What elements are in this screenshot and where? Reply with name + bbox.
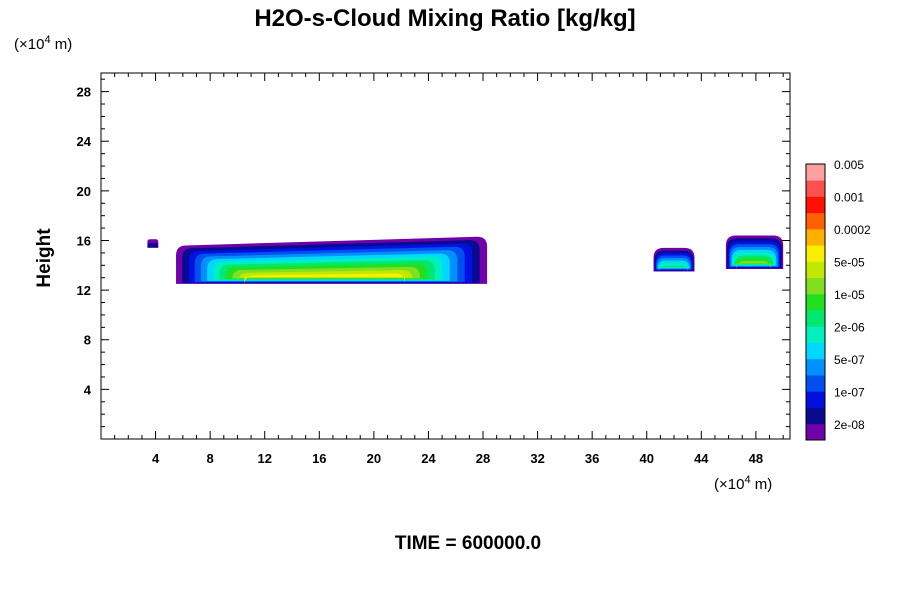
- colorbar-label: 0.001: [834, 190, 864, 204]
- colorbar-swatch: [806, 164, 825, 181]
- colorbar-frame: [805, 163, 826, 441]
- colorbar-swatch: [806, 277, 825, 295]
- y-tick-label: 16: [77, 233, 91, 248]
- colorbar-swatch: [806, 212, 825, 230]
- cloud-region-main-cloud-layer: [176, 236, 488, 286]
- colorbar-label: 0.005: [834, 158, 864, 172]
- x-unit-exponent: 4: [744, 474, 750, 486]
- x-tick-label: 16: [312, 451, 326, 466]
- x-tick-label: 8: [207, 451, 214, 466]
- y-unit-suffix: m): [51, 36, 73, 53]
- y-tick-label: 24: [77, 134, 92, 149]
- x-tick-label: 32: [530, 451, 544, 466]
- cloud-region-small-patch-x4: [147, 239, 159, 248]
- x-tick-label: 24: [421, 451, 436, 466]
- colorbar-swatch: [806, 326, 825, 343]
- y-tick-label: 12: [77, 283, 91, 298]
- x-tick-label: 4: [152, 451, 160, 466]
- x-tick-label: 28: [476, 451, 490, 466]
- colorbar-swatch: [806, 342, 825, 360]
- y-unit-label: (×104 m): [14, 34, 72, 53]
- y-unit-prefix: (×10: [14, 36, 44, 53]
- colorbar-swatch: [806, 375, 825, 392]
- cloud-region-cloud-x41: [653, 247, 695, 273]
- colorbar-swatch: [806, 261, 825, 279]
- colorbar-swatch: [806, 358, 825, 376]
- cloud-band: [659, 265, 688, 273]
- cloud-region-cloud-x47: [725, 235, 784, 270]
- x-tick-label: 44: [694, 451, 709, 466]
- colorbar-swatch: [806, 310, 825, 327]
- x-tick-label: 36: [585, 451, 599, 466]
- x-tick-label: 48: [749, 451, 763, 466]
- y-tick-label: 4: [84, 382, 92, 397]
- cloud-band: [244, 273, 405, 286]
- y-tick-label: 8: [84, 333, 91, 348]
- colorbar-swatch: [806, 180, 825, 197]
- y-tick-label: 20: [77, 184, 91, 199]
- plot-frame: [100, 72, 791, 440]
- x-unit-label: (×104 m): [714, 474, 772, 493]
- colorbar-swatch: [806, 228, 825, 246]
- colorbar-swatch: [806, 293, 825, 311]
- colorbar-label: 0.0002: [834, 223, 871, 237]
- colorbar-label: 5e-07: [834, 353, 865, 367]
- colorbar-label: 2e-08: [834, 418, 865, 432]
- x-tick-label: 40: [640, 451, 654, 466]
- y-axis-label: Height: [34, 228, 55, 288]
- colorbar-label: 1e-07: [834, 385, 865, 399]
- colorbar-swatch: [806, 391, 825, 408]
- colorbar-label: 2e-06: [834, 320, 865, 334]
- y-unit-exponent: 4: [44, 34, 50, 46]
- y-ticks: 4 8 12 16 20 24 28: [77, 78, 790, 428]
- x-tick-label: 12: [257, 451, 271, 466]
- colorbar-label: 5e-05: [834, 255, 865, 269]
- colorbar-swatch: [806, 196, 825, 214]
- colorbar-label: 1e-05: [834, 288, 865, 302]
- y-tick-label: 28: [77, 85, 91, 100]
- colorbar-swatch: [806, 407, 825, 425]
- heatmap-layer: [147, 235, 784, 286]
- x-unit-prefix: (×10: [714, 476, 744, 493]
- colorbar: 2e-08 1e-07 5e-07 2e-06 1e-05 5e-05 0.0002 0.00…: [805, 158, 871, 441]
- cloud-band: [147, 242, 159, 248]
- colorbar-swatch: [806, 423, 825, 441]
- x-ticks: 4 8 12 16 20 24 28 32 36 40 44 48: [114, 73, 784, 466]
- cloud-band: [736, 261, 771, 270]
- time-label: TIME = 600000.0: [395, 533, 541, 554]
- chart-title: H2O-s-Cloud Mixing Ratio [kg/kg]: [254, 5, 635, 32]
- colorbar-swatch: [806, 245, 825, 262]
- x-unit-suffix: m): [751, 476, 773, 493]
- x-tick-label: 20: [367, 451, 381, 466]
